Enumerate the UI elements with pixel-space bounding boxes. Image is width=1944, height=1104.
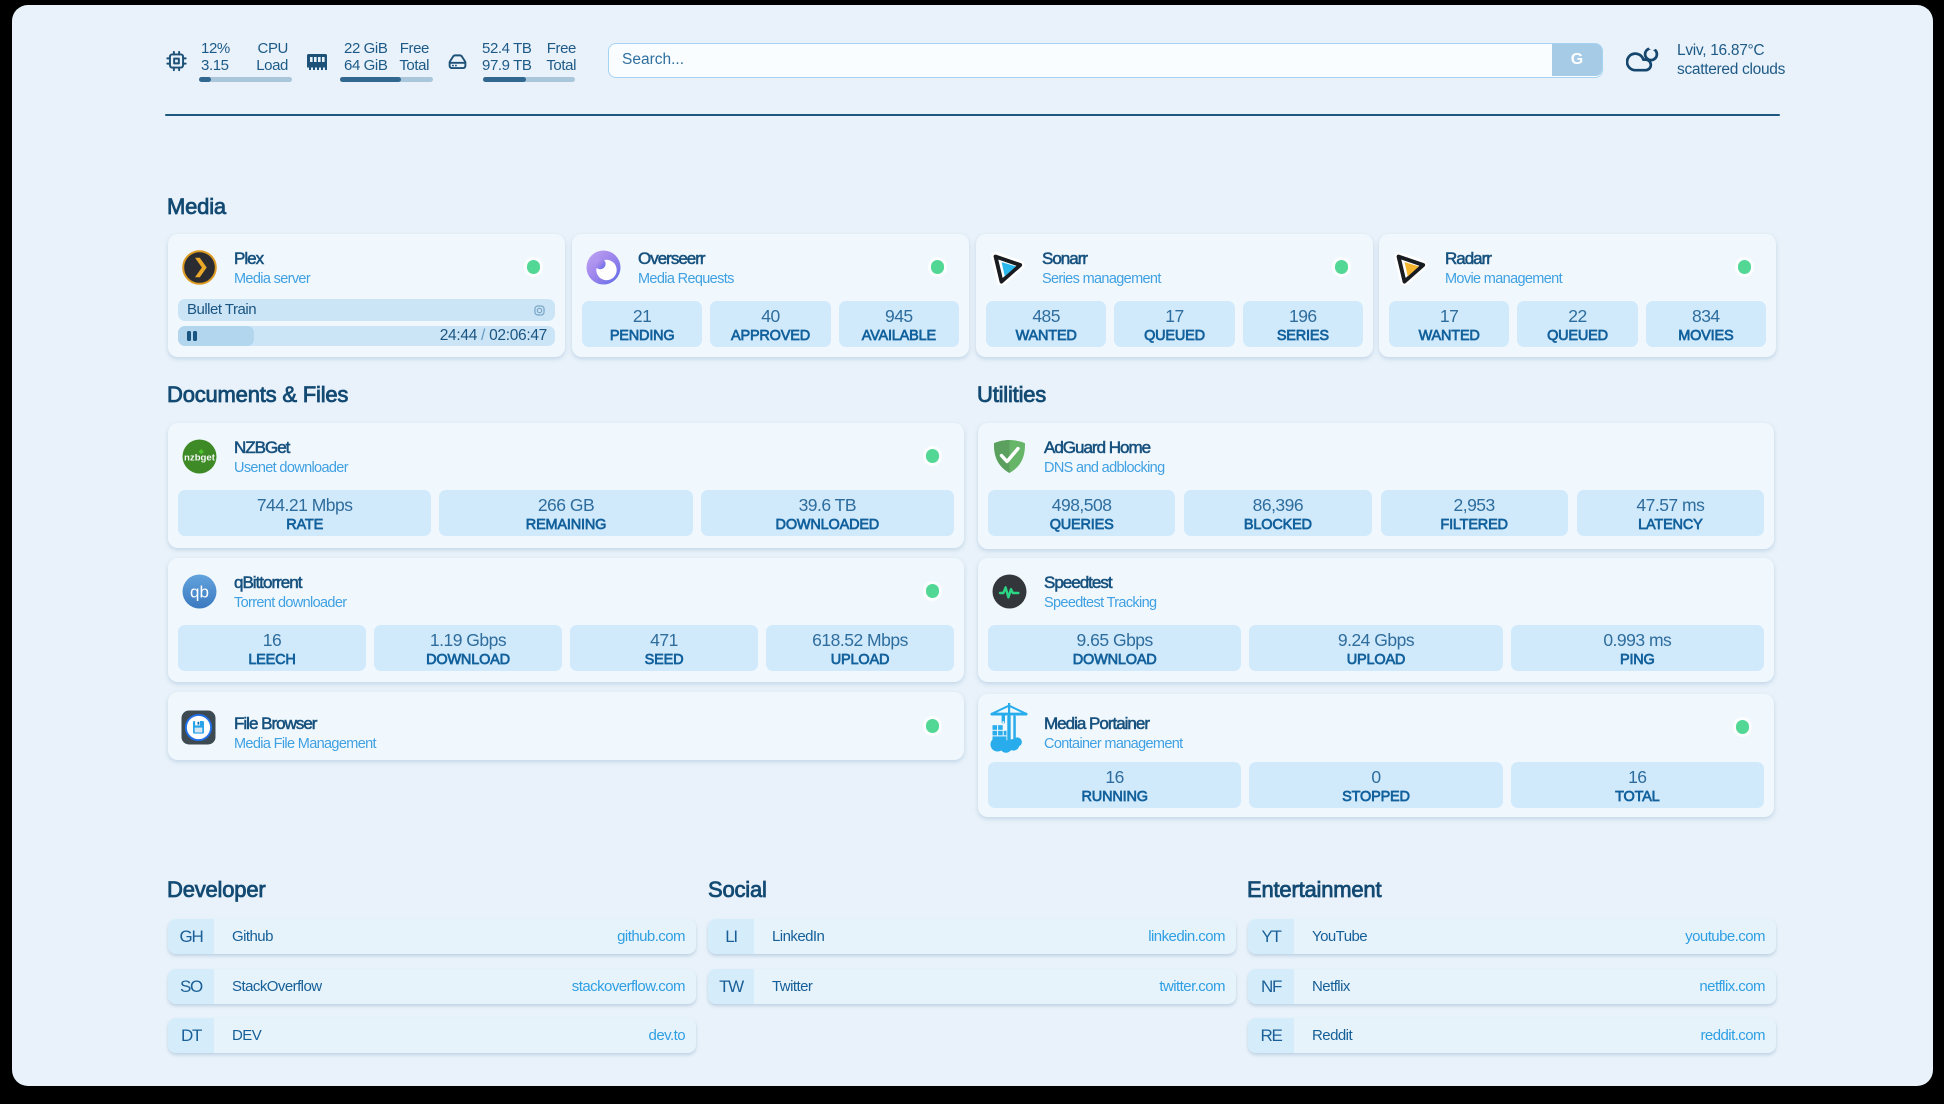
svg-text:nzbget: nzbget xyxy=(184,453,216,464)
svg-text:qb: qb xyxy=(190,583,209,602)
